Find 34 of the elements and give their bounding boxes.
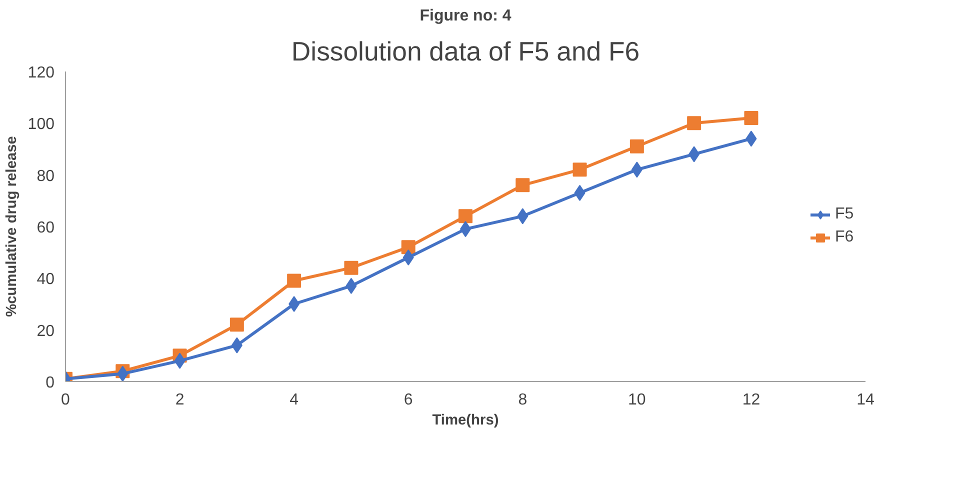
x-tick-label: 14	[856, 392, 874, 408]
point	[230, 318, 244, 332]
x-tick-label: 2	[175, 392, 184, 408]
point	[402, 250, 414, 266]
y-tick-label: 120	[28, 64, 55, 82]
y-tick-label: 100	[28, 116, 55, 134]
y-tick-label: 80	[36, 168, 55, 185]
point	[288, 296, 300, 312]
point	[744, 111, 758, 125]
legend-label: F6	[835, 228, 855, 246]
text: Figure no: 4	[420, 8, 512, 24]
x-tick-label: 4	[290, 392, 299, 408]
legend-label: F5	[835, 206, 855, 224]
point	[458, 209, 472, 224]
point	[516, 178, 530, 192]
point	[344, 260, 358, 275]
x-tick-label: 10	[628, 392, 646, 408]
x-axis-title: Time(hrs)	[432, 412, 499, 428]
y-tick-label: 60	[36, 220, 55, 236]
point	[117, 366, 128, 382]
y-tick-label: 0	[46, 374, 55, 392]
point	[687, 116, 702, 130]
y-tick-label: 40	[36, 271, 55, 288]
x-tick-label: 6	[404, 392, 413, 408]
y-tick-label: 20	[36, 322, 55, 340]
chart-title: Dissolution data of F5 and F6	[291, 36, 640, 66]
point	[630, 139, 644, 154]
point	[401, 240, 416, 254]
point	[287, 274, 302, 288]
y-axis-title: %cumulative drug release	[4, 136, 20, 317]
point	[572, 162, 587, 177]
x-tick-label: 0	[61, 392, 70, 408]
x-tick-label: 8	[518, 392, 528, 408]
x-tick-label: 12	[742, 392, 760, 408]
